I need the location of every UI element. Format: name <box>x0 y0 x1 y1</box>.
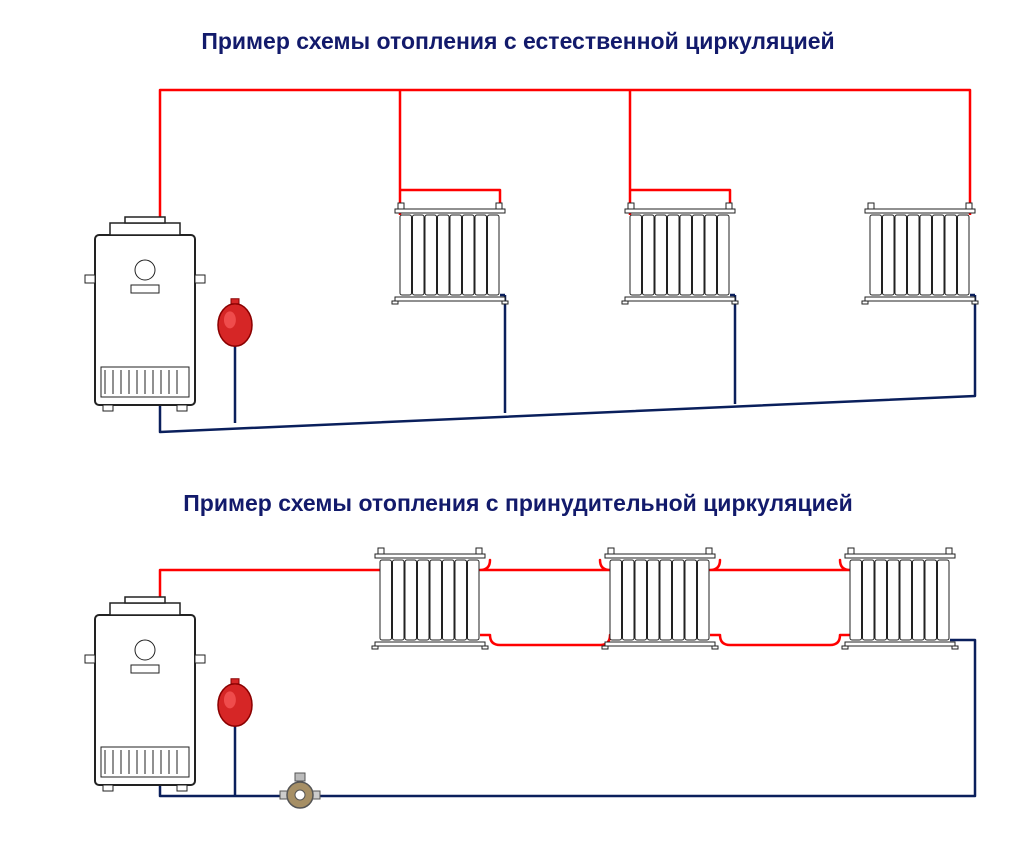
radiator-icon <box>622 203 738 304</box>
expansion-tank-icon <box>218 299 252 347</box>
radiator-icon <box>862 203 978 304</box>
cold-pipe <box>160 640 975 796</box>
radiator-icon <box>602 548 718 649</box>
cold-pipe <box>160 295 975 432</box>
diagram-canvas: Пример схемы отопления с естественной ци… <box>0 0 1036 860</box>
hot-pipe <box>160 90 970 235</box>
expansion-tank-icon <box>218 679 252 727</box>
diagram-svg <box>0 0 1036 860</box>
pump-icon <box>280 773 320 808</box>
radiator-icon <box>372 548 488 649</box>
radiator-icon <box>392 203 508 304</box>
boiler-icon <box>85 217 205 411</box>
radiator-icon <box>842 548 958 649</box>
hot-pipe <box>160 560 850 615</box>
boiler-icon <box>85 597 205 791</box>
